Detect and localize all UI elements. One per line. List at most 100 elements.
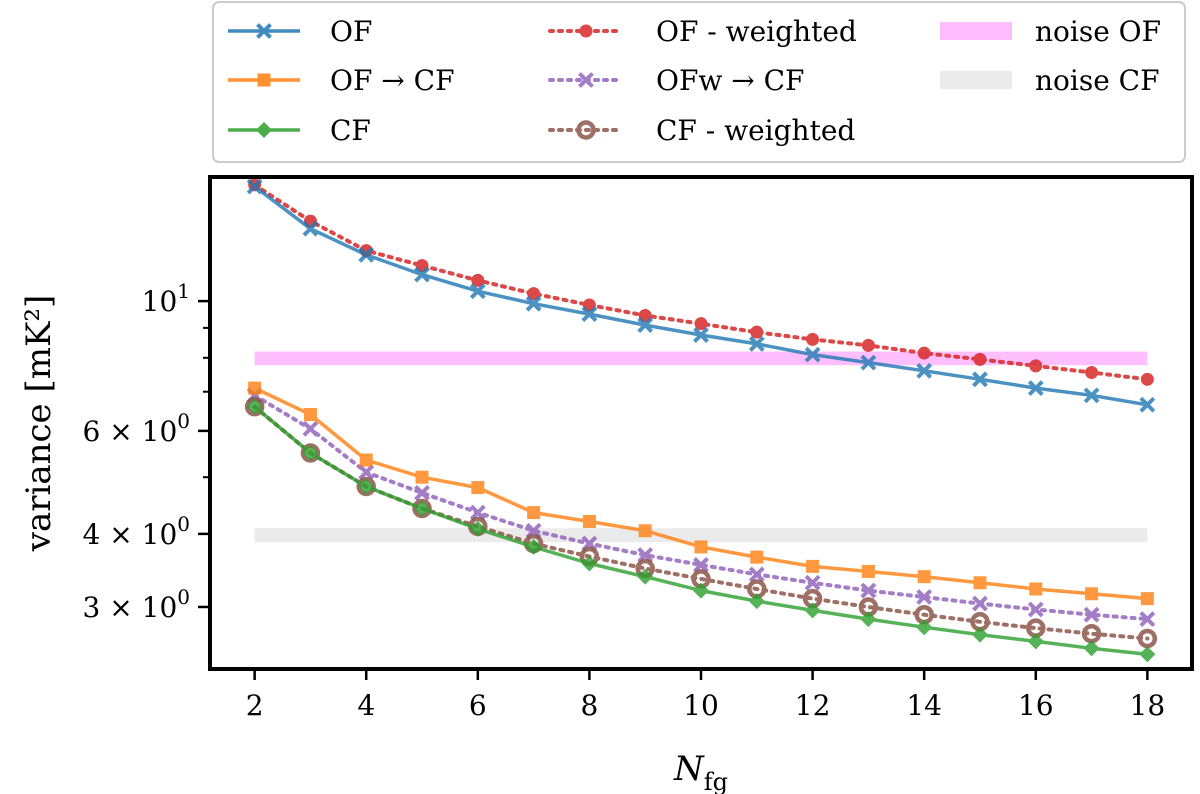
- point-cf-5: [414, 500, 431, 517]
- x-axis: 2 4 6 8 10 12 14 16 18: [246, 671, 1165, 722]
- x-tick-label-4: 4: [357, 689, 375, 722]
- point-ofw-to-cf-18: [1139, 611, 1156, 628]
- point-cf-15: [971, 626, 988, 643]
- point-of-17: [1083, 387, 1100, 404]
- point-cf-7: [525, 538, 542, 555]
- point-cf-17: [1083, 640, 1100, 657]
- legend-marker-of-weighted: [579, 24, 593, 38]
- point-ofw-to-cf-12: [804, 574, 821, 591]
- point-of-weighted-15: [973, 352, 987, 366]
- noise-bands: [254, 351, 1148, 543]
- point-of-3: [302, 220, 319, 237]
- point-cf-9: [637, 568, 654, 585]
- point-cf-weighted-18: [1137, 628, 1158, 649]
- point-cf-14: [916, 619, 933, 636]
- point-of-to-cf-16: [1029, 582, 1043, 596]
- point-cf-4: [358, 478, 375, 495]
- point-of-to-cf-5: [415, 470, 429, 484]
- legend-entry-of-to-cf: [228, 73, 300, 87]
- legend-label-noise-cf: noise CF: [1035, 64, 1160, 97]
- point-ofw-to-cf-5: [414, 485, 430, 501]
- point-of-5: [414, 266, 430, 283]
- legend-entry-cf: [228, 122, 300, 138]
- point-of-to-cf-2: [248, 381, 262, 395]
- point-ofw-to-cf-4: [358, 464, 375, 481]
- point-cf-18: [1139, 646, 1156, 663]
- point-of-15: [972, 371, 988, 388]
- point-ofw-to-cf-17: [1083, 606, 1100, 623]
- series-ofw-to-cf: [246, 387, 1156, 628]
- point-ofw-to-cf-14: [916, 589, 933, 605]
- point-ofw-to-cf-15: [972, 595, 988, 612]
- point-of-2: [246, 178, 263, 195]
- point-of-weighted-6: [471, 273, 485, 287]
- legend-marker-cf-weighted: [576, 120, 596, 140]
- legend-entry-cf-weighted: [548, 120, 624, 140]
- x-tick-label-14: 14: [906, 689, 942, 722]
- point-ofw-to-cf-3: [302, 420, 319, 437]
- point-cf-10: [693, 582, 709, 599]
- legend-label-ofw-to-cf: OFw → CF: [656, 64, 804, 97]
- legend-box: [212, 1, 1186, 163]
- series-layer: [244, 178, 1158, 663]
- point-of-18: [1139, 396, 1156, 413]
- legend-swatch-noise-of: [940, 22, 1012, 40]
- point-of-weighted-7: [527, 287, 541, 301]
- legend-marker-ofw-to-cf: [578, 72, 594, 88]
- x-axis-label: Nfg: [673, 749, 728, 794]
- point-of-to-cf-4: [359, 453, 373, 467]
- point-of-weighted-16: [1029, 359, 1043, 373]
- point-of-4: [358, 246, 375, 263]
- series-cf: [246, 398, 1156, 663]
- legend-label-of: OF: [330, 15, 372, 48]
- point-of-9: [637, 317, 654, 333]
- x-tick-label-6: 6: [469, 689, 487, 722]
- x-tick-label-10: 10: [683, 689, 719, 722]
- point-of-weighted-12: [806, 332, 820, 346]
- y-tick-label-6: 6 × 100: [83, 409, 190, 448]
- point-cf-6: [469, 520, 486, 537]
- point-of-14: [916, 362, 933, 379]
- point-of-to-cf-10: [694, 540, 708, 554]
- point-of-to-cf-12: [806, 559, 820, 573]
- legend-entry-ofw-to-cf: [548, 72, 624, 88]
- point-of-10: [693, 327, 709, 343]
- point-ofw-to-cf-6: [469, 504, 486, 521]
- series-of: [246, 178, 1156, 413]
- x-tick-label-12: 12: [795, 689, 831, 722]
- line-cf-weighted: [252, 404, 1150, 641]
- point-cf-16: [1027, 633, 1044, 650]
- point-of-to-cf-15: [973, 576, 987, 590]
- y-tick-label-10: 101: [142, 279, 190, 318]
- legend-swatch-noise-cf: [940, 71, 1012, 89]
- band-noise-cf: [254, 528, 1148, 543]
- point-of-weighted-9: [638, 308, 652, 322]
- point-cf-11: [748, 593, 765, 610]
- legend-label-cf: CF: [330, 114, 371, 147]
- point-of-8: [581, 306, 598, 323]
- point-of-13: [860, 354, 877, 371]
- point-cf-8: [581, 555, 598, 572]
- legend-marker-of: [256, 23, 272, 39]
- x-tick-label-16: 16: [1018, 689, 1054, 722]
- point-of-to-cf-18: [1140, 592, 1154, 606]
- point-ofw-to-cf-9: [637, 547, 654, 563]
- point-of-to-cf-8: [582, 514, 596, 528]
- point-of-12: [804, 346, 821, 363]
- point-of-to-cf-17: [1085, 587, 1099, 601]
- point-of-weighted-11: [750, 325, 764, 339]
- point-of-weighted-13: [861, 338, 875, 352]
- point-cf-3: [302, 444, 319, 461]
- legend-marker-of-to-cf: [257, 73, 271, 87]
- line-of: [253, 185, 1148, 407]
- y-axis: 101 6 × 100 4 × 100 3 × 100: [83, 279, 208, 624]
- line-ofw-to-cf: [252, 393, 1150, 622]
- point-of-to-cf-11: [750, 550, 764, 564]
- point-cf-13: [860, 611, 877, 628]
- point-of-weighted-10: [694, 317, 708, 331]
- legend-marker-cf: [256, 122, 272, 138]
- point-ofw-to-cf-10: [693, 557, 709, 573]
- axis-labels: Nfg variance [mK²]: [19, 295, 728, 794]
- legend-entry-of-weighted: [548, 24, 624, 38]
